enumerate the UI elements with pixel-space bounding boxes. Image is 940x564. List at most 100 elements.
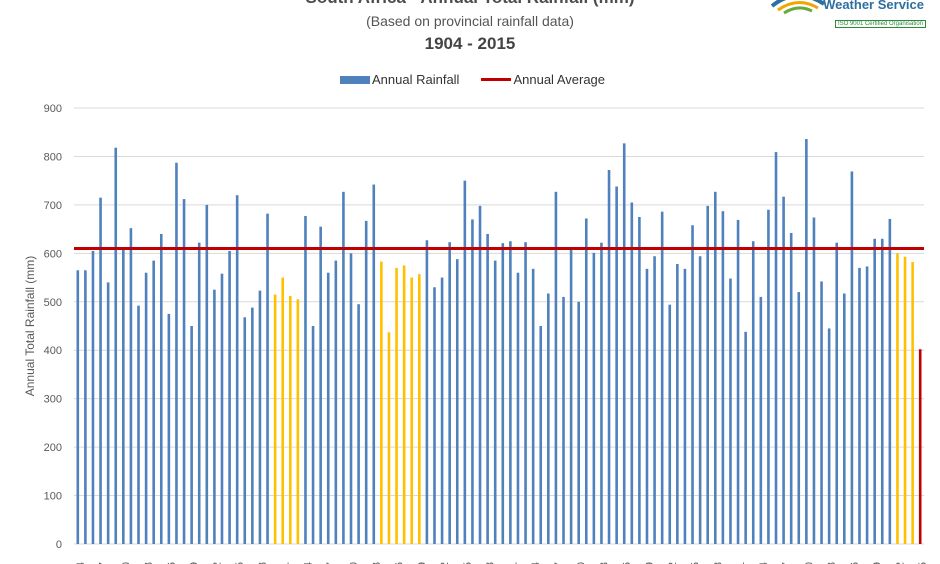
- x-tick-label: 09: [872, 562, 884, 564]
- bar-1922: [213, 289, 216, 544]
- x-tick-label: 61: [507, 562, 519, 564]
- bar-1946: [395, 267, 398, 544]
- bar-1917: [175, 162, 178, 544]
- bar-1971: [584, 218, 588, 544]
- bar-1933: [296, 299, 300, 544]
- bar-1938: [334, 260, 338, 544]
- x-tick-label: 52: [439, 562, 451, 564]
- bar-1927: [251, 307, 254, 544]
- bar-2008: [865, 266, 869, 544]
- y-tick-label: 500: [44, 297, 62, 309]
- bar-1974: [607, 170, 611, 544]
- bar-1973: [600, 242, 603, 545]
- bar-1964: [531, 268, 535, 544]
- x-tick-label: 49: [416, 562, 428, 564]
- y-tick-label: 300: [44, 394, 62, 406]
- x-tick-label: 12: [894, 562, 906, 564]
- x-tick-label: 22: [211, 562, 223, 564]
- bar-2012: [896, 253, 899, 545]
- x-tick-label: 91: [735, 562, 747, 564]
- bar-1950: [425, 240, 429, 544]
- x-tick-label: 40: [348, 562, 360, 564]
- bar-1910: [122, 247, 125, 544]
- x-tick-label: 19: [189, 562, 201, 564]
- bar-1945: [387, 332, 391, 544]
- bar-1931: [281, 277, 285, 544]
- x-tick-label: 04: [75, 562, 87, 564]
- bar-1992: [744, 331, 747, 544]
- bar-1953: [448, 242, 451, 545]
- weather-service-logo: Weather Service ISO 9001 Certified Organ…: [762, 0, 934, 38]
- bar-1988: [713, 191, 717, 544]
- bar-1906: [91, 250, 95, 544]
- bar-2013: [903, 256, 907, 544]
- bar-1990: [729, 278, 732, 544]
- x-tick-label: 10: [120, 562, 132, 564]
- bar-2002: [820, 281, 823, 544]
- x-tick-label: 34: [302, 562, 314, 564]
- bar-1914: [152, 260, 155, 544]
- x-tick-label: 55: [462, 562, 474, 564]
- bar-1963: [524, 242, 527, 545]
- bar-2001: [812, 217, 816, 545]
- bar-1923: [220, 273, 224, 544]
- chart-year-range: 1904 - 2015: [424, 34, 516, 53]
- bar-1976: [622, 143, 626, 544]
- chart-subtitle: (Based on provincial rainfall data): [366, 13, 574, 29]
- bar-1957: [478, 205, 482, 544]
- bar-1954: [455, 259, 459, 544]
- chart-legend: Annual Rainfall Annual Average: [340, 72, 627, 87]
- logo-tagline: ISO 9001 Certified Organisation: [834, 20, 926, 28]
- x-tick-label: 15: [917, 562, 929, 564]
- x-tick-label: 00: [803, 562, 815, 564]
- x-tick-label: 31: [280, 562, 292, 564]
- bar-1948: [410, 277, 414, 544]
- x-tick-label: 03: [826, 562, 838, 564]
- bar-1935: [311, 326, 315, 544]
- y-tick-label: 100: [44, 491, 62, 503]
- bar-1966: [547, 293, 550, 544]
- x-tick-label: 73: [598, 562, 610, 564]
- bar-1909: [114, 147, 118, 545]
- y-tick-label: 700: [44, 200, 62, 212]
- bar-1921: [205, 204, 209, 544]
- y-tick-label: 0: [56, 539, 62, 551]
- bar-1930: [273, 294, 277, 544]
- bar-1993: [751, 241, 755, 544]
- x-tick-label: 58: [485, 562, 497, 564]
- bar-1915: [159, 233, 163, 544]
- x-tick-label: 13: [143, 562, 155, 564]
- bar-1978: [638, 217, 641, 544]
- y-tick-label: 200: [44, 442, 62, 454]
- x-tick-label: 79: [644, 562, 656, 564]
- bar-1970: [577, 301, 580, 544]
- bar-1989: [721, 211, 725, 545]
- bar-1984: [683, 268, 687, 544]
- y-tick-label: 800: [44, 151, 62, 163]
- bar-2003: [827, 328, 831, 544]
- chart-title: South Africa - Annual Total Rainfall (mm…: [0, 0, 940, 8]
- logo-name: Weather Service: [823, 0, 924, 12]
- bar-1995: [767, 209, 770, 544]
- bar-1908: [106, 282, 110, 544]
- x-tick-label: 70: [576, 562, 588, 564]
- y-axis-label: Annual Total Rainfall (mm): [23, 256, 37, 397]
- bar-1911: [129, 228, 133, 545]
- bar-1987: [706, 205, 710, 544]
- bar-1952: [440, 277, 444, 544]
- logo-swirl-icon: [770, 0, 826, 15]
- legend-line-swatch: [481, 78, 512, 81]
- x-tick-label: 67: [553, 562, 565, 564]
- bar-1942: [364, 220, 368, 544]
- bar-1979: [645, 268, 649, 544]
- bar-1939: [342, 191, 345, 544]
- bar-1912: [137, 305, 140, 544]
- bar-1982: [668, 304, 672, 544]
- x-tick-label: 37: [325, 562, 337, 564]
- bar-2014: [911, 262, 914, 544]
- bar-1936: [319, 226, 322, 544]
- legend-label-average: Annual Average: [513, 72, 606, 87]
- bar-2000: [805, 139, 808, 544]
- x-tick-label: 06: [849, 562, 861, 564]
